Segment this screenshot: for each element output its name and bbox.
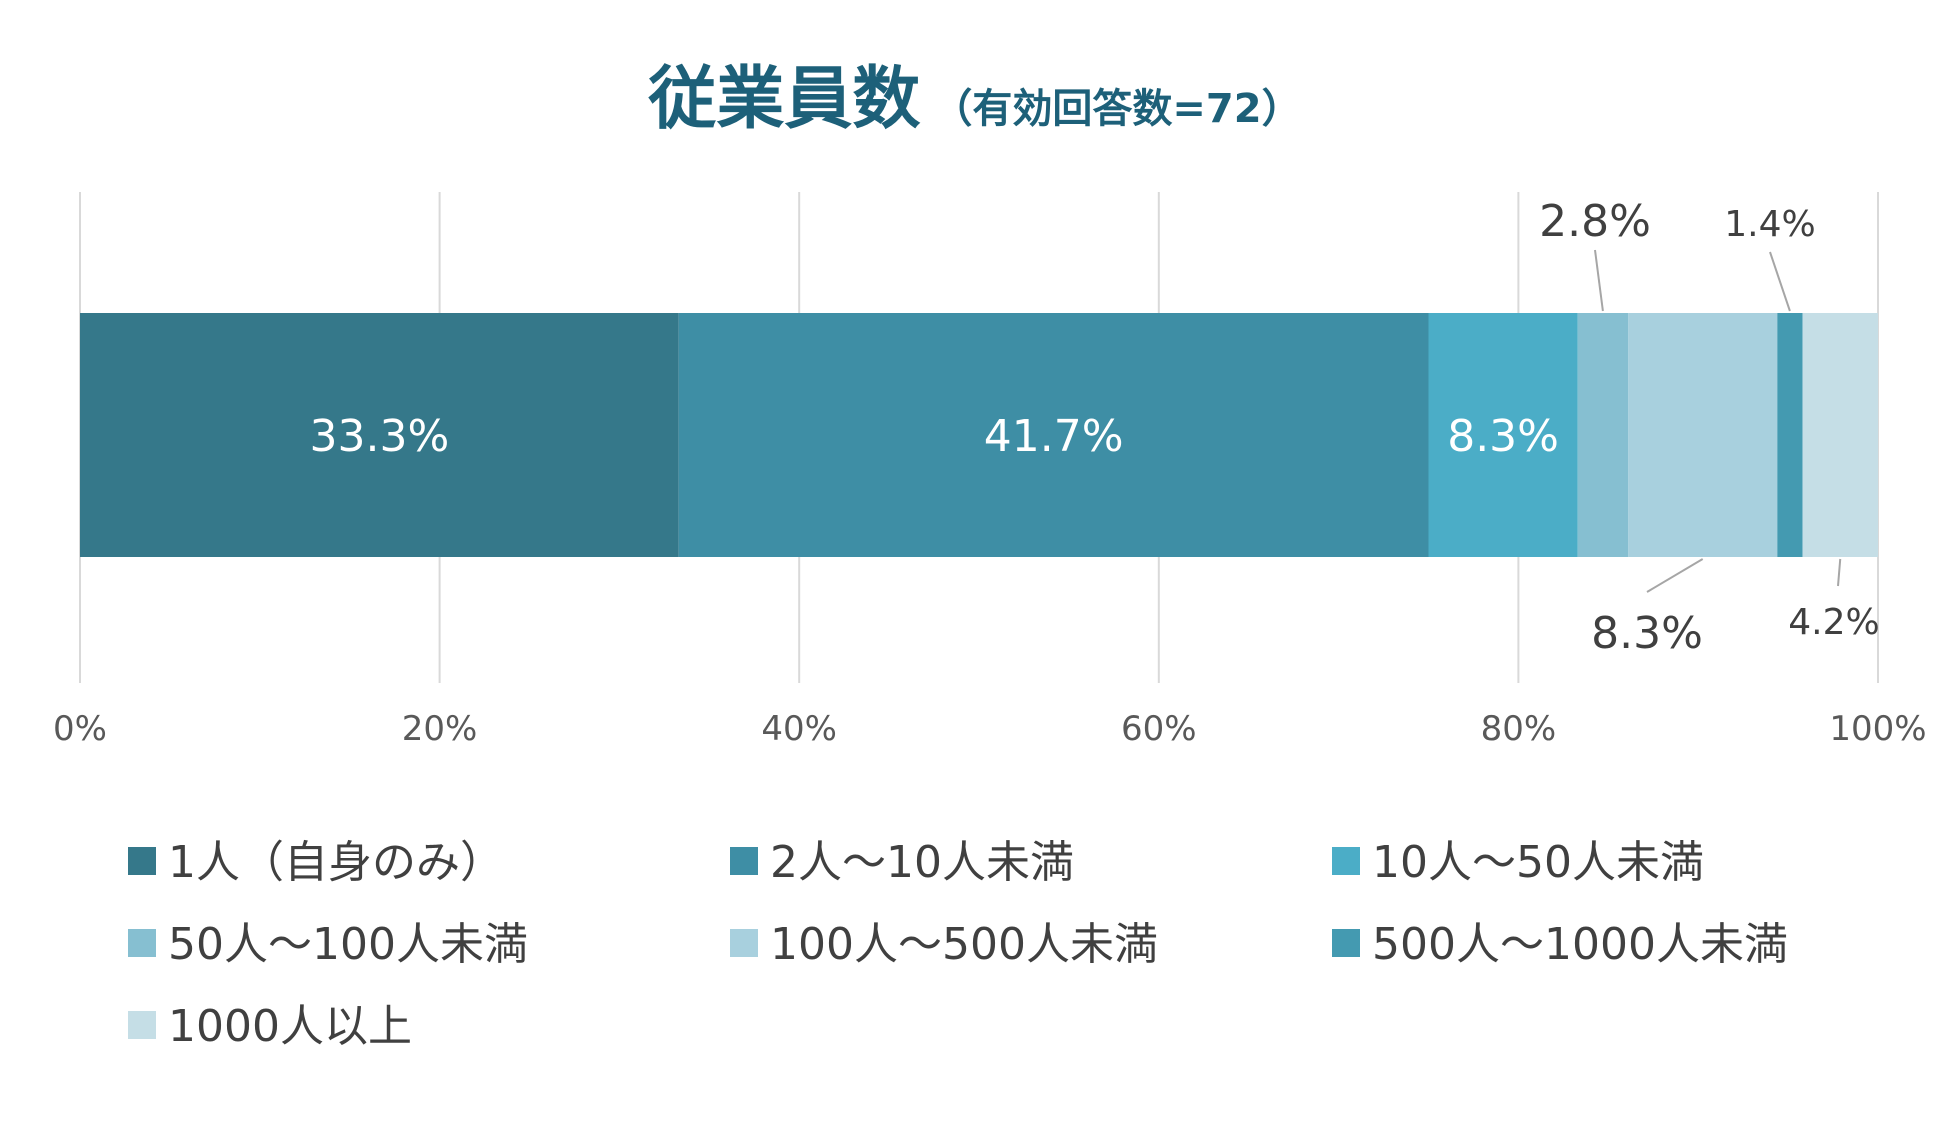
x-tick-label: 100% [1829,709,1926,749]
svg-text:従業員数（有効回答数=72）: 従業員数 （有効回答数=72） [647,60,1301,139]
data-label: 33.3% [309,411,449,462]
legend-item: 2人〜10人未満 [730,837,1074,888]
legend-swatch [730,847,758,875]
legend-swatch [730,929,758,957]
legend-label: 100人〜500人未満 [770,919,1158,970]
x-tick-label: 0% [53,709,107,749]
legend: 1人（自身のみ） 2人〜10人未満 10人〜50人未満 50人〜100人未満 100人〜… [128,837,1788,1052]
chart-title: 従業員数 [647,60,920,139]
x-tick-label: 40% [761,709,837,749]
legend-swatch [128,847,156,875]
x-axis-ticks: 0% 20% 40% 60% 80% 100% [53,709,1927,749]
legend-label: 50人〜100人未満 [168,919,528,970]
x-tick-label: 20% [402,709,478,749]
legend-item: 100人〜500人未満 [730,919,1158,970]
bar-segment [1577,313,1629,557]
legend-label: 1人（自身のみ） [168,837,504,888]
data-label: 1.4% [1724,204,1815,245]
legend-swatch [1332,847,1360,875]
leader-lines [1594,249,1842,593]
legend-swatch [128,929,156,957]
legend-item: 1人（自身のみ） [128,837,504,888]
legend-label: 500人〜1000人未満 [1372,919,1788,970]
legend-item: 500人〜1000人未満 [1332,919,1788,970]
data-label: 8.3% [1591,608,1703,659]
leader-line [1594,249,1604,312]
x-tick-label: 80% [1481,709,1557,749]
data-labels: 33.3% 41.7% 8.3% 2.8% 8.3% 1.4% 4.2% [309,196,1879,659]
chart-title-group: 従業員数 （有効回答数=72） [647,60,1301,139]
bar-segment [678,313,1429,557]
data-label: 4.2% [1788,602,1879,643]
bar-segment [1428,313,1578,557]
legend-label: 1000人以上 [168,1001,412,1052]
leader-line [1769,251,1791,312]
legend-label: 10人〜50人未満 [1372,837,1704,888]
legend-item: 10人〜50人未満 [1332,837,1704,888]
data-label: 8.3% [1447,411,1559,462]
leader-line [1837,558,1842,587]
leader-line [1646,558,1704,593]
legend-swatch [128,1011,156,1039]
bar-segment [80,313,679,557]
bar-segment [1777,313,1803,557]
bar-segment [1628,313,1778,557]
legend-item: 1000人以上 [128,1001,412,1052]
bar-segment [1802,313,1878,557]
legend-swatch [1332,929,1360,957]
legend-label: 2人〜10人未満 [770,837,1074,888]
legend-item: 50人〜100人未満 [128,919,528,970]
data-label: 41.7% [984,411,1124,462]
x-tick-label: 60% [1121,709,1197,749]
data-label: 2.8% [1539,196,1651,247]
bar-segments [80,313,1878,557]
chart-subtitle: （有効回答数=72） [932,86,1301,132]
